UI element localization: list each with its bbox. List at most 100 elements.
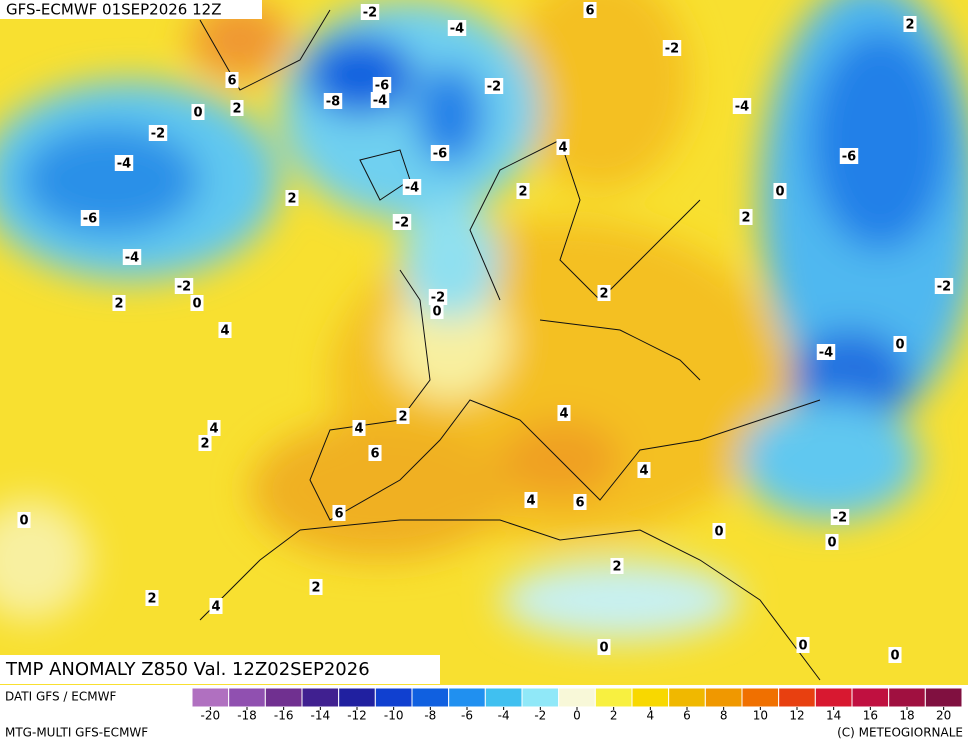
contour-label-bg: [796, 637, 810, 653]
contour-label: -2: [395, 216, 409, 231]
contour-label-bg: [80, 210, 100, 226]
colorbar-cell: [484, 687, 523, 708]
contour-label-bg: [825, 534, 839, 550]
contour-label: 0: [432, 305, 441, 320]
contour-label: 2: [200, 437, 209, 452]
contour-label: 2: [232, 102, 241, 117]
colorbar-tick-label: 14: [826, 709, 841, 723]
contour-label: 4: [354, 422, 363, 437]
contour-label: 4: [558, 141, 567, 156]
contour-label-bg: [573, 494, 587, 510]
contour-label-bg: [830, 509, 850, 525]
contour-label: 2: [287, 192, 296, 207]
contour-label: 4: [526, 494, 535, 509]
colorbar-cell: [668, 687, 706, 708]
colorbar-tick-label: -4: [498, 709, 510, 723]
title-box: [0, 0, 262, 19]
contour-label-bg: [368, 445, 382, 461]
contour-label: 4: [211, 600, 220, 615]
contour-label: 2: [147, 592, 156, 607]
contour-label-bg: [430, 145, 450, 161]
contour-label-bg: [360, 4, 380, 20]
contour-label: 0: [19, 514, 28, 529]
contour-label: -2: [363, 6, 377, 21]
contour-label-bg: [597, 285, 611, 301]
colorbar-tick-label: 10: [753, 709, 768, 723]
contour-label-bg: [332, 505, 346, 521]
contour-label: 4: [220, 324, 229, 339]
contour-label-bg: [392, 214, 412, 230]
colorbar-cell: [558, 687, 596, 708]
contour-label: 0: [895, 338, 904, 353]
contour-label-bg: [218, 322, 232, 338]
contour-label-bg: [191, 104, 205, 120]
colorbar-tick-label: -16: [274, 709, 294, 723]
contour-label-bg: [484, 78, 504, 94]
colorbar-tick-label: 4: [647, 709, 655, 723]
colorbar-cell: [411, 687, 450, 708]
contour-label: 4: [559, 407, 568, 422]
contour-label-bg: [662, 40, 682, 56]
contour-label: 0: [193, 106, 202, 121]
contour-label-bg: [112, 295, 126, 311]
contour-label-bg: [610, 558, 624, 574]
contour-label-bg: [447, 20, 467, 36]
colorbar-cell: [631, 687, 670, 708]
contour-label-bg: [839, 148, 859, 164]
contour-label: -2: [833, 511, 847, 526]
contour-label: 2: [741, 211, 750, 226]
colorbar-cell: [594, 687, 633, 708]
colorbar-tick-label: 0: [573, 709, 581, 723]
contour-label: 0: [192, 297, 201, 312]
contour-label-bg: [597, 639, 611, 655]
contour-label: -6: [375, 79, 389, 94]
contour-label-bg: [396, 408, 410, 424]
contour-label: 2: [612, 560, 621, 575]
contour-label: -4: [735, 100, 749, 115]
colorbar-tick-label: 20: [936, 709, 951, 723]
colorbar-tick-label: 2: [610, 709, 618, 723]
contour-label-bg: [903, 16, 917, 32]
contour-label: -4: [819, 346, 833, 361]
contour-label: -2: [151, 127, 165, 142]
contour-label-bg: [372, 77, 392, 93]
contour-label-bg: [17, 512, 31, 528]
contour-label: 4: [639, 464, 648, 479]
colorbar-tick-label: 8: [720, 709, 728, 723]
contour-label-bg: [225, 72, 239, 88]
colorbar-tick-label: -8: [424, 709, 436, 723]
contour-label: -2: [487, 80, 501, 95]
colorbar-cell: [704, 687, 743, 708]
colorbar-tick-label: 16: [863, 709, 878, 723]
contour-label: 2: [398, 410, 407, 425]
contour-label-bg: [430, 303, 444, 319]
contour-label-bg: [893, 336, 907, 352]
contour-label-bg: [816, 344, 836, 360]
contour-label-bg: [190, 295, 204, 311]
contour-label-bg: [148, 125, 168, 141]
contour-label: 6: [585, 4, 594, 19]
contour-label: 6: [227, 74, 236, 89]
colorbar-cell: [814, 687, 853, 708]
contour-label-bg: [207, 420, 221, 436]
credit-label: (C) METEOGIORNALE: [837, 726, 963, 740]
contour-label-bg: [712, 523, 726, 539]
colorbar-tick-label: 6: [683, 709, 691, 723]
model-label: MTG-MULTI GFS-ECMWF: [5, 726, 148, 740]
colorbar-cell: [924, 687, 963, 708]
colorbar-cell: [374, 687, 413, 708]
contour-label: -4: [117, 157, 131, 172]
contour-label-bg: [732, 98, 752, 114]
contour-label: 2: [599, 287, 608, 302]
contour-label: 0: [775, 185, 784, 200]
colorbar-cell: [741, 687, 780, 708]
colorbar-tick-label: -20: [201, 709, 221, 723]
contour-label: 0: [827, 536, 836, 551]
contour-label-bg: [370, 92, 390, 108]
colorbar-tick-label: -10: [384, 709, 404, 723]
contour-label: 6: [575, 496, 584, 511]
colorbar-cell: [228, 687, 266, 708]
contour-label-bg: [557, 405, 571, 421]
contour-label-bg: [556, 139, 570, 155]
contour-label: -4: [125, 251, 139, 266]
